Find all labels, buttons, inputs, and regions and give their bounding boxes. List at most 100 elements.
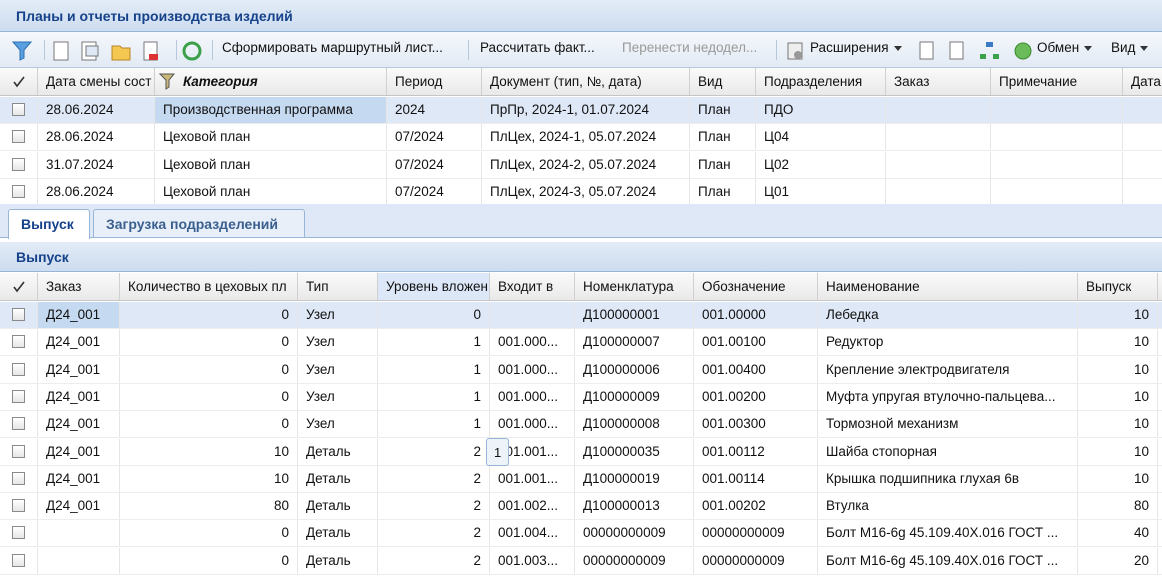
cell: ПрПр, 2024-1, 01.07.2024 [482, 97, 690, 123]
cell: Втулка [818, 493, 1078, 520]
toolbar-button[interactable]: Расширения [810, 40, 902, 55]
header-cell [0, 273, 38, 300]
toolbar-button[interactable]: Сформировать маршрутный лист... [222, 40, 443, 55]
cell: Д100000001 [575, 302, 694, 328]
cell: 28.06.2024 [38, 124, 155, 151]
toolbar-button[interactable]: Обмен [1037, 40, 1093, 55]
column-header[interactable]: Вид [690, 68, 756, 95]
cell: Деталь [298, 493, 378, 520]
cell: 0 [120, 356, 298, 383]
row-checkbox[interactable] [12, 471, 25, 485]
row-checkbox[interactable] [12, 553, 25, 567]
grid-row: Д24_001 0 Узел 0 Д100000001 001.00000 Лебедка 1… [0, 302, 1162, 329]
cell: 001.00100 [694, 329, 818, 356]
empty-cell [991, 151, 1123, 178]
row-checkbox[interactable] [12, 335, 25, 349]
cell: 001.000... [490, 383, 575, 410]
empty-cell [38, 547, 120, 574]
column-header[interactable]: Документ (тип, №, дата) [482, 68, 690, 95]
column-header[interactable]: Период [387, 68, 482, 95]
column-header[interactable]: Дата смены сост [38, 68, 155, 95]
column-header[interactable]: Уровень вложен [378, 273, 490, 300]
row-checkbox[interactable] [12, 389, 25, 403]
toolbar-button[interactable]: Перенести недодел... [622, 40, 758, 55]
row-checkbox[interactable] [12, 362, 25, 376]
cell: 28.06.2024 [38, 178, 155, 204]
toolbar-icons[interactable] [918, 40, 1010, 62]
column-header[interactable]: Дата [1123, 68, 1162, 95]
row-checkbox[interactable] [12, 499, 25, 513]
empty-cell [1123, 97, 1162, 123]
column-header[interactable]: Заказ [38, 273, 120, 300]
cell: 0 [120, 547, 298, 574]
cell: 001.000... [490, 329, 575, 356]
column-header[interactable]: Номенклатура [575, 273, 694, 300]
grid-row: Д24_001 0 Узел 1 001.000... Д100000006 001.004… [0, 356, 1162, 384]
column-header[interactable]: Примечание [991, 68, 1123, 95]
tooltip: 1 [486, 438, 509, 466]
cell: 001.002... [490, 493, 575, 520]
cell: Ц04 [756, 124, 886, 151]
cell: ПДО [756, 97, 886, 123]
cell: 2 [378, 438, 490, 465]
tab[interactable]: Загрузка подразделений [93, 209, 305, 237]
row-checkbox[interactable] [12, 417, 25, 431]
row-checkbox[interactable] [12, 526, 25, 540]
column-header[interactable]: Обозначение [694, 273, 818, 300]
cell: Д24_001 [38, 438, 120, 465]
toolbar-button[interactable]: Рассчитать факт... [480, 40, 595, 55]
cell: 80 [120, 493, 298, 520]
grid-row: Д24_001 10 Деталь 2 001.001... Д100000019 001.… [0, 465, 1162, 493]
row-checkbox[interactable] [12, 444, 25, 458]
checkbox-cell [0, 97, 38, 123]
cell: 001.00200 [694, 383, 818, 410]
cell: План [690, 151, 756, 178]
column-header[interactable]: Входит в [490, 273, 575, 300]
cell: ПлЦех, 2024-3, 05.07.2024 [482, 178, 690, 204]
cell: Д100000035 [575, 438, 694, 465]
grid-row: 28.06.2024 Цеховой план 07/2024 ПлЦех, 2024… [0, 124, 1162, 152]
grid-row: 0 Деталь 2 001.004... 00000000009 00000000009… [0, 520, 1162, 548]
row-checkbox[interactable] [12, 157, 25, 171]
cell: Д24_001 [38, 302, 120, 328]
cell: План [690, 124, 756, 151]
cell: Крышка подшипника глухая 6в [818, 465, 1078, 492]
empty-cell [490, 302, 575, 328]
toolbar-icons[interactable] [12, 40, 212, 62]
grid-row: 31.07.2024 Цеховой план 07/2024 ПлЦех, 2024… [0, 151, 1162, 179]
column-header[interactable]: Наименование [818, 273, 1078, 300]
select-all-icon[interactable] [12, 280, 26, 294]
column-header[interactable]: Количество в цеховых пл [120, 273, 298, 300]
bottom-grid: Заказ Количество в цеховых пл Тип Уровень в… [0, 273, 1162, 577]
cell: 0 [120, 383, 298, 410]
cell: Д24_001 [38, 411, 120, 438]
cell: 00000000009 [575, 520, 694, 547]
tab[interactable]: Выпуск [8, 209, 90, 239]
cell: 07/2024 [387, 151, 482, 178]
column-header[interactable]: Категория [155, 68, 387, 95]
toolbar-button[interactable]: Вид [1111, 40, 1149, 55]
cell: 001.004... [490, 520, 575, 547]
cell: Д100000009 [575, 383, 694, 410]
cell: 40 [1078, 520, 1158, 547]
column-header[interactable]: Тип [298, 273, 378, 300]
cell: 10 [120, 438, 298, 465]
extensions-icon [787, 42, 803, 60]
row-checkbox[interactable] [12, 103, 25, 116]
column-header[interactable]: Подразделения [756, 68, 886, 95]
row-checkbox[interactable] [12, 308, 25, 321]
row-checkbox[interactable] [12, 130, 25, 144]
select-all-icon[interactable] [12, 75, 26, 89]
cell: 0 [378, 302, 490, 328]
cell: Болт М16-6g 45.109.40Х.016 ГОСТ ... [818, 520, 1078, 547]
cell: Д24_001 [38, 329, 120, 356]
column-header[interactable]: Выпуск [1078, 273, 1158, 300]
grid-header: Дата смены сост Категория Период Документ (… [0, 68, 1162, 96]
column-header[interactable]: Заказ [886, 68, 991, 95]
row-checkbox[interactable] [12, 184, 25, 198]
cell: 10 [1078, 383, 1158, 410]
cell: 10 [1078, 329, 1158, 356]
cell: 1 [378, 383, 490, 410]
cell: Тормозной механизм [818, 411, 1078, 438]
cell: 00000000009 [694, 547, 818, 574]
